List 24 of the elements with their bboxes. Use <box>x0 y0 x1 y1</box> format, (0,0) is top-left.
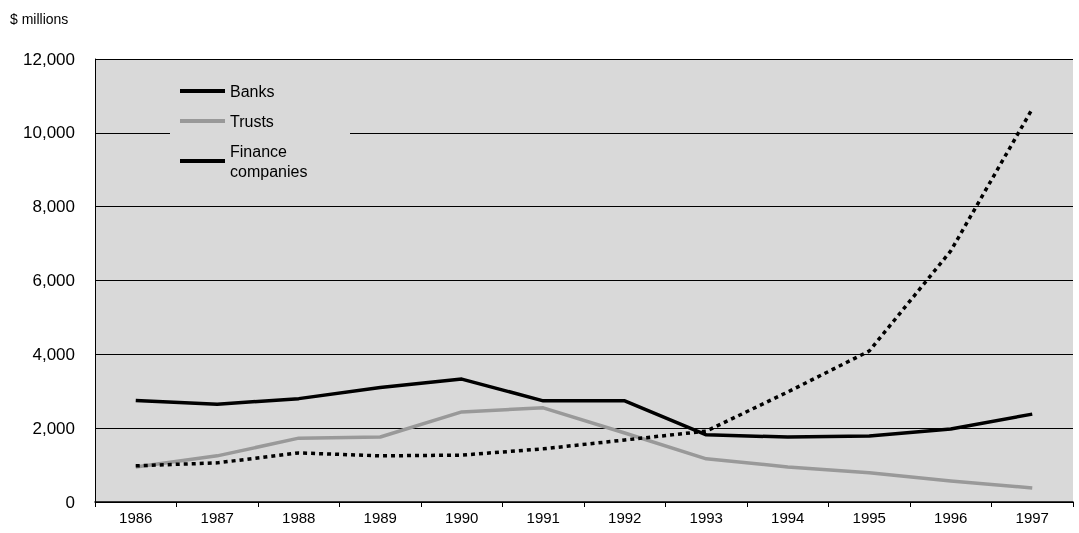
x-tick-label: 1987 <box>200 509 234 526</box>
legend-label: Finance companies <box>230 142 308 180</box>
x-tick-label: 1993 <box>689 509 723 526</box>
line-series <box>134 406 1034 490</box>
y-tick-label: 8,000 <box>32 197 75 217</box>
y-axis-title: $ millions <box>10 11 69 27</box>
x-tick-label: 1997 <box>1015 509 1049 526</box>
x-tick-label: 1992 <box>608 509 642 526</box>
y-tick-label: 2,000 <box>32 418 75 438</box>
x-tick-label: 1994 <box>771 509 805 526</box>
legend-label: Banks <box>230 82 275 100</box>
x-tick-label: 1990 <box>445 509 479 526</box>
x-tick-label: 1996 <box>934 509 968 526</box>
y-tick-label: 10,000 <box>23 123 75 143</box>
y-tick-label: 0 <box>65 492 75 512</box>
y-tick-label: 4,000 <box>32 344 75 364</box>
x-tick-label: 1986 <box>119 509 153 526</box>
x-tick-label: 1989 <box>363 509 397 526</box>
y-tick-label: 12,000 <box>23 49 75 69</box>
y-tick-label: 6,000 <box>32 271 75 290</box>
x-tick-label: 1988 <box>282 509 316 526</box>
x-tick-label: 1995 <box>852 509 886 526</box>
x-tick-label: 1991 <box>526 509 560 526</box>
legend-label: Trusts <box>230 112 274 130</box>
